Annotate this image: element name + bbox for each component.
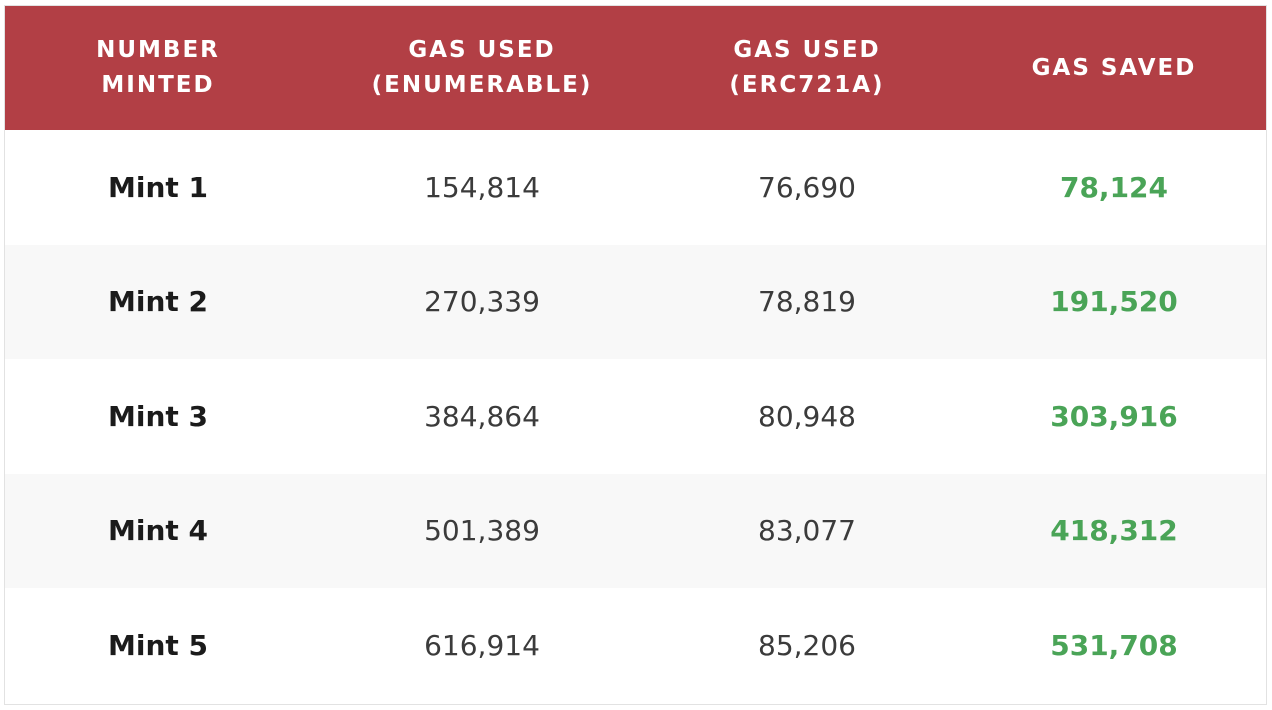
header-cell: GAS SAVED bbox=[961, 6, 1266, 130]
cell-saved: 191,520 bbox=[961, 244, 1266, 359]
header-cell: GAS USED (ENUMERABLE) bbox=[311, 6, 653, 130]
header-line: NUMBER bbox=[96, 37, 220, 63]
header-line: GAS USED bbox=[408, 37, 556, 63]
cell-erc721a: 83,077 bbox=[653, 473, 961, 588]
header-line: GAS SAVED bbox=[1031, 54, 1197, 81]
cell-saved: 303,916 bbox=[1050, 399, 1178, 433]
table-row: Mint 3 384,864 80,948 303,916 bbox=[5, 359, 1266, 474]
cell-saved: 531,708 bbox=[1050, 628, 1178, 662]
cell-enumerable: 154,814 bbox=[424, 170, 540, 204]
cell-enumerable: 616,914 bbox=[424, 628, 540, 662]
cell-name: Mint 4 bbox=[5, 473, 311, 588]
header-line: (ERC721A) bbox=[729, 72, 885, 98]
header-line: MINTED bbox=[101, 72, 215, 98]
cell-saved: 418,312 bbox=[961, 473, 1266, 588]
cell-erc721a: 78,819 bbox=[653, 244, 961, 359]
cell-name: Mint 5 bbox=[107, 628, 208, 662]
cell-erc721a: 85,206 bbox=[758, 628, 856, 662]
cell-name: Mint 2 bbox=[5, 244, 311, 359]
header-row: NUMBER MINTED GAS USED (ENUMERABLE) GAS USED… bbox=[5, 6, 1266, 130]
header-line: GAS USED bbox=[733, 37, 881, 63]
header-cell: NUMBER MINTED bbox=[5, 6, 311, 130]
cell-name: Mint 3 bbox=[107, 399, 208, 433]
cell-erc721a: 80,948 bbox=[758, 399, 856, 433]
cell-saved: 78,124 bbox=[1059, 170, 1169, 204]
header-cell: GAS USED (ERC721A) bbox=[653, 6, 961, 130]
header-line: (ENUMERABLE) bbox=[371, 72, 593, 98]
cell-enumerable: 384,864 bbox=[424, 399, 540, 433]
table-row: Mint 2 270,339 78,819 191,520 bbox=[5, 244, 1266, 359]
table-row: Mint 4 501,389 83,077 418,312 bbox=[5, 473, 1266, 588]
cell-name: Mint 1 bbox=[107, 170, 208, 204]
table-row: Mint 1 154,814 76,690 78,124 bbox=[5, 130, 1266, 245]
cell-enumerable: 270,339 bbox=[311, 244, 653, 359]
table-frame: NUMBER MINTED GAS USED (ENUMERABLE) GAS USED… bbox=[4, 5, 1267, 705]
cell-enumerable: 501,389 bbox=[311, 473, 653, 588]
cell-erc721a: 76,690 bbox=[758, 170, 856, 204]
table-row: Mint 5 616,914 85,206 531,708 bbox=[5, 588, 1266, 703]
gas-table: NUMBER MINTED GAS USED (ENUMERABLE) GAS USED… bbox=[5, 6, 1266, 703]
